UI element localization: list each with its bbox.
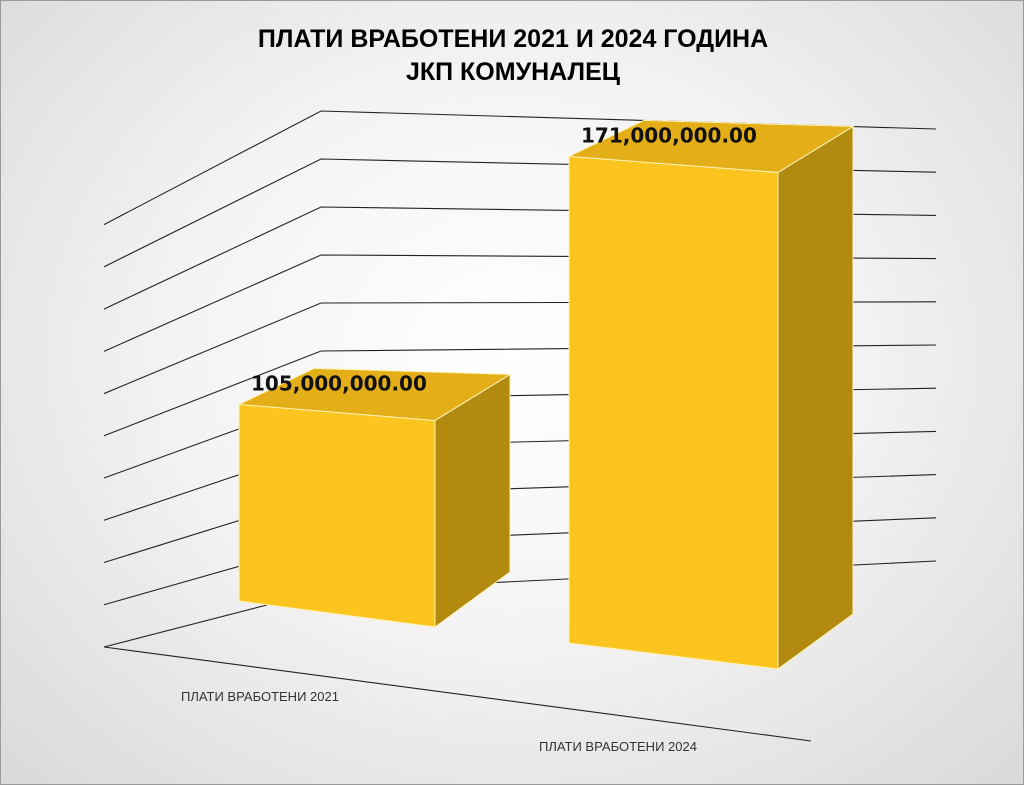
data-label: 171,000,000.00 xyxy=(581,123,757,147)
chart-subtitle: ЈКП КОМУНАЛЕЦ xyxy=(405,58,621,86)
chart-title: ПЛАТИ ВРАБОТЕНИ 2021 И 2024 ГОДИНА xyxy=(257,25,769,53)
bar-top-face xyxy=(237,367,512,421)
bar-side-face xyxy=(777,125,854,670)
data-label: 105,000,000.00 xyxy=(251,371,427,395)
bar-top-face xyxy=(567,119,855,173)
bar-front-face xyxy=(238,403,436,628)
bar-front-face xyxy=(568,155,779,670)
bars xyxy=(237,119,855,670)
category-label: ПЛАТИ ВРАБОТЕНИ 2021 xyxy=(181,689,339,704)
category-label: ПЛАТИ ВРАБОТЕНИ 2024 xyxy=(539,739,697,754)
chart-title-block: ПЛАТИ ВРАБОТЕНИ 2021 И 2024 ГОДИНА ЈКП К… xyxy=(1,23,1023,89)
floor-edge xyxy=(103,646,812,742)
labels: 105,000,000.00 171,000,000.00 ПЛАТИ ВРАБОТ… xyxy=(181,123,757,754)
